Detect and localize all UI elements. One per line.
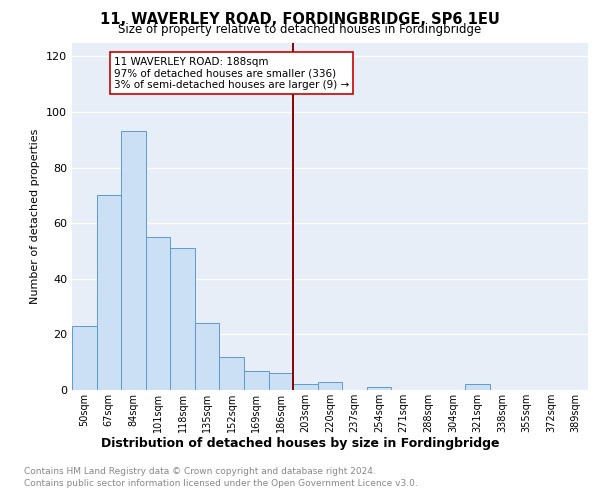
Bar [195, 324, 220, 390]
Bar [170, 248, 195, 390]
Bar [72, 326, 97, 390]
Bar [318, 382, 342, 390]
Y-axis label: Number of detached properties: Number of detached properties [31, 128, 40, 304]
Bar [146, 237, 170, 390]
Bar [269, 374, 293, 390]
Text: Contains public sector information licensed under the Open Government Licence v3: Contains public sector information licen… [24, 479, 418, 488]
Bar [293, 384, 318, 390]
Bar [121, 132, 146, 390]
Text: 11 WAVERLEY ROAD: 188sqm
97% of detached houses are smaller (336)
3% of semi-det: 11 WAVERLEY ROAD: 188sqm 97% of detached… [114, 56, 349, 90]
Text: Contains HM Land Registry data © Crown copyright and database right 2024.: Contains HM Land Registry data © Crown c… [24, 468, 376, 476]
Bar [465, 384, 490, 390]
Text: Distribution of detached houses by size in Fordingbridge: Distribution of detached houses by size … [101, 438, 499, 450]
Bar [367, 387, 391, 390]
Text: 11, WAVERLEY ROAD, FORDINGBRIDGE, SP6 1EU: 11, WAVERLEY ROAD, FORDINGBRIDGE, SP6 1E… [100, 12, 500, 28]
Bar [244, 370, 269, 390]
Bar [220, 356, 244, 390]
Text: Size of property relative to detached houses in Fordingbridge: Size of property relative to detached ho… [118, 22, 482, 36]
Bar [97, 196, 121, 390]
